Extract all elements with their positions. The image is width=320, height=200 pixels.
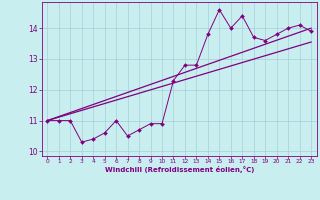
- X-axis label: Windchill (Refroidissement éolien,°C): Windchill (Refroidissement éolien,°C): [105, 166, 254, 173]
